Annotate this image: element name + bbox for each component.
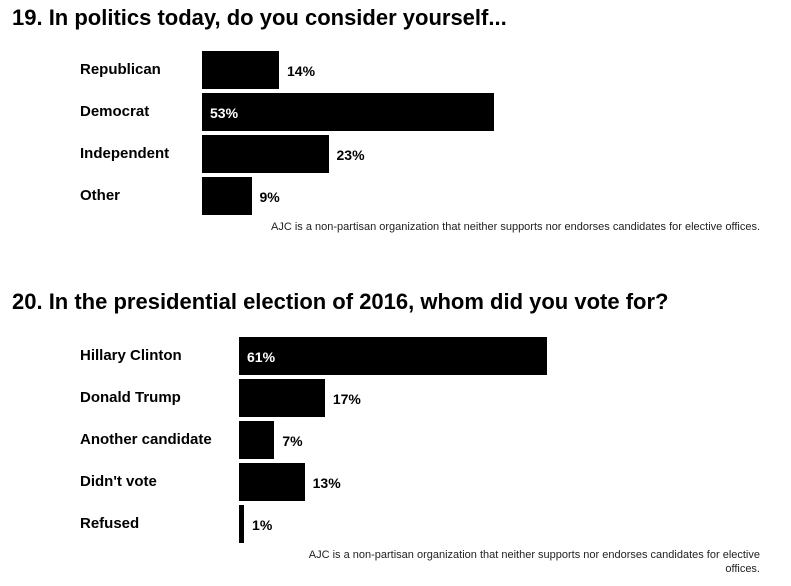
q20-value-label-another-candidate: 7% [282, 433, 303, 449]
q20-category-label-donald-trump: Donald Trump [80, 389, 181, 406]
q19-category-label-republican: Republican [80, 61, 161, 78]
q20-category-label-refused: Refused [80, 515, 140, 532]
q19-disclaimer: AJC is a non-partisan organization that … [271, 221, 760, 233]
q20-bar-donald-trump [239, 379, 325, 417]
q20-category-label-another-candidate: Another candidate [80, 431, 212, 448]
q19-category-label-independent: Independent [80, 145, 170, 162]
q20-bar-hillary-clinton [239, 337, 548, 375]
q20-category-label-didn-t-vote: Didn't vote [80, 473, 157, 490]
q20-bar-another-candidate [239, 421, 275, 459]
q19-category-label-democrat: Democrat [80, 103, 150, 120]
q19-value-label-democrat: 53% [210, 105, 239, 121]
q20-value-label-hillary-clinton: 61% [247, 349, 276, 365]
q20-value-label-donald-trump: 17% [332, 391, 361, 407]
q19-bar-other [202, 177, 252, 215]
q19-title: 19. In politics today, do you consider y… [12, 5, 507, 30]
q20-bar-didn-t-vote [239, 463, 305, 501]
q20-title: 20. In the presidential election of 2016… [12, 289, 669, 314]
q19-bar-democrat [202, 93, 494, 131]
q19-bar-republican [202, 51, 279, 89]
q19-value-label-republican: 14% [287, 63, 316, 79]
q19-value-label-independent: 23% [336, 147, 365, 163]
q19-bar-independent [202, 135, 329, 173]
q20-bar-refused [239, 505, 245, 543]
q20-category-label-hillary-clinton: Hillary Clinton [80, 347, 182, 364]
q19-value-label-other: 9% [259, 189, 280, 205]
q19-category-label-other: Other [80, 187, 121, 204]
q20-disclaimer: AJC is a non-partisan organization that … [308, 549, 760, 575]
q20-value-label-refused: 1% [252, 517, 273, 533]
q20-value-label-didn-t-vote: 13% [312, 475, 341, 491]
